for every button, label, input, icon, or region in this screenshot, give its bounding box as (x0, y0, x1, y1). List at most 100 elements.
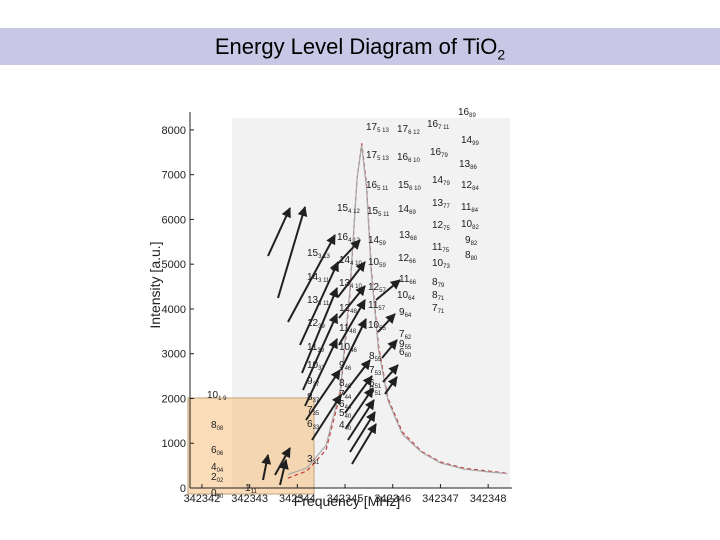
energy-level-label: 331 (307, 454, 320, 466)
energy-level-label: 1175 (432, 242, 450, 254)
x-tick-label: 342342 (184, 493, 221, 505)
transition-arrow (340, 318, 367, 371)
energy-level-label: 644 (339, 399, 352, 411)
observed-curve (287, 145, 508, 476)
transition-arrow (377, 313, 396, 333)
energy-level-label: 1073 (432, 258, 450, 270)
energy-level-label: 955 (399, 339, 412, 351)
energy-level-label: 165 11 (366, 180, 389, 192)
transition-arrow (338, 285, 366, 319)
energy-level-label: 1689 (458, 107, 476, 119)
energy-level-label: 946 (339, 360, 352, 372)
energy-level-label: 771 (432, 303, 445, 315)
slide-title: Energy Level Diagram of TiO2 (0, 34, 720, 62)
energy-level-label: 1239 (307, 318, 325, 330)
transition-arrow (261, 454, 272, 481)
energy-level-label: 1257 (368, 282, 386, 294)
y-tick-label: 5000 (162, 259, 186, 271)
energy-level-label: 1184 (461, 202, 479, 214)
energy-level-label: 175 13 (366, 122, 389, 134)
energy-level-label: 879 (432, 277, 445, 289)
energy-level-label: 937 (307, 376, 320, 388)
transition-arrow (305, 369, 341, 421)
energy-level-label: 1157 (368, 300, 386, 312)
energy-level-label: 1248 (339, 303, 357, 315)
energy-level-label: 166 10 (397, 152, 420, 164)
energy-level-label: 1148 (339, 323, 357, 335)
energy-level-label: 101 9 (207, 390, 227, 402)
energy-level-label: 1386 (459, 159, 477, 171)
energy-level-label: 982 (465, 235, 478, 247)
transition-arrow (338, 299, 366, 346)
transition-arrow (337, 261, 366, 298)
energy-level-label: 1082 (461, 219, 479, 231)
energy-level-labels: 1689 175 13 176 12 167 11 1499 175 13 166 10 16… (207, 107, 479, 500)
y-tick-label: 4000 (162, 304, 186, 316)
energy-level-label: 167 11 (427, 119, 450, 131)
slide-title-subscript: 2 (497, 46, 506, 63)
energy-level-label: 808 (211, 420, 224, 432)
transition-arrow (279, 459, 289, 486)
axes: 0 1000 2000 3000 4000 5000 6000 7000 8000 342342 3… (162, 112, 512, 505)
energy-level-label: 156 10 (398, 180, 421, 192)
transition-arrow (267, 207, 291, 257)
energy-level-label: 202 (211, 472, 224, 484)
energy-level-label: 1055 (368, 320, 386, 332)
transition-arrows (261, 206, 401, 486)
transition-arrow (375, 279, 401, 301)
energy-level-label: 154 12 (337, 203, 360, 215)
energy-level-label: 1479 (432, 175, 450, 187)
energy-level-label: 175 13 (366, 150, 389, 162)
x-axis-label: Frequency [MHz] (294, 493, 401, 509)
energy-level-label: 440 (339, 420, 352, 432)
energy-level-label: 1469 (398, 204, 416, 216)
energy-level-label: 1064 (397, 290, 415, 302)
x-tick-label: 342343 (231, 493, 268, 505)
energy-level-label: 1059 (368, 257, 386, 269)
y-tick-label: 8000 (162, 125, 186, 137)
energy-level-label: 633 (307, 419, 320, 431)
x-tick-label: 342348 (470, 493, 507, 505)
energy-level-label: 1459 (368, 235, 386, 247)
energy-level-label: 606 (211, 445, 224, 457)
transition-arrow (287, 234, 336, 323)
energy-level-label: 964 (399, 307, 412, 319)
energy-level-label: 164 12 (337, 232, 360, 244)
energy-level-label: 404 (211, 462, 224, 474)
x-tick-label: 342345 (327, 493, 364, 505)
energy-level-label: 762 (399, 329, 412, 341)
energy-level-label: 735 (307, 405, 320, 417)
energy-level-label: 837 (307, 392, 320, 404)
transition-arrow (342, 359, 371, 396)
transition-arrow (384, 376, 398, 395)
energy-level-label: 1037 (307, 360, 325, 372)
spectrum-curves (287, 143, 508, 479)
energy-level-label: 1139 (307, 342, 325, 354)
energy-level-label: 153 13 (307, 248, 330, 260)
energy-level-label: 744 (339, 389, 352, 401)
title-bar (0, 28, 720, 65)
slide-title-main: Energy Level Diagram of TiO (214, 34, 498, 59)
energy-level-label: 753 (369, 365, 382, 377)
transition-arrow (331, 239, 361, 271)
energy-level-label: 176 12 (397, 124, 420, 136)
energy-level-label: 880 (465, 250, 478, 262)
transition-arrow (351, 423, 377, 465)
transition-arrow (301, 287, 339, 374)
x-tick-label: 342344 (279, 493, 316, 505)
energy-level-label: 855 (369, 351, 382, 363)
y-tick-label: 3000 (162, 349, 186, 361)
transition-arrow (344, 375, 373, 414)
transition-arrow (382, 364, 399, 383)
energy-level-label: 111 (245, 483, 257, 495)
transition-arrow (304, 338, 338, 407)
y-tick-label: 6000 (162, 214, 186, 226)
transition-arrow (277, 206, 308, 299)
energy-level-label: 846 (339, 378, 352, 390)
energy-level-label: 651 (369, 378, 382, 390)
energy-level-label: 551 (369, 385, 382, 397)
energy-level-label: 144 10 (339, 255, 362, 267)
energy-level-label: 134 10 (339, 278, 362, 290)
energy-level-label: 133 11 (307, 295, 330, 307)
